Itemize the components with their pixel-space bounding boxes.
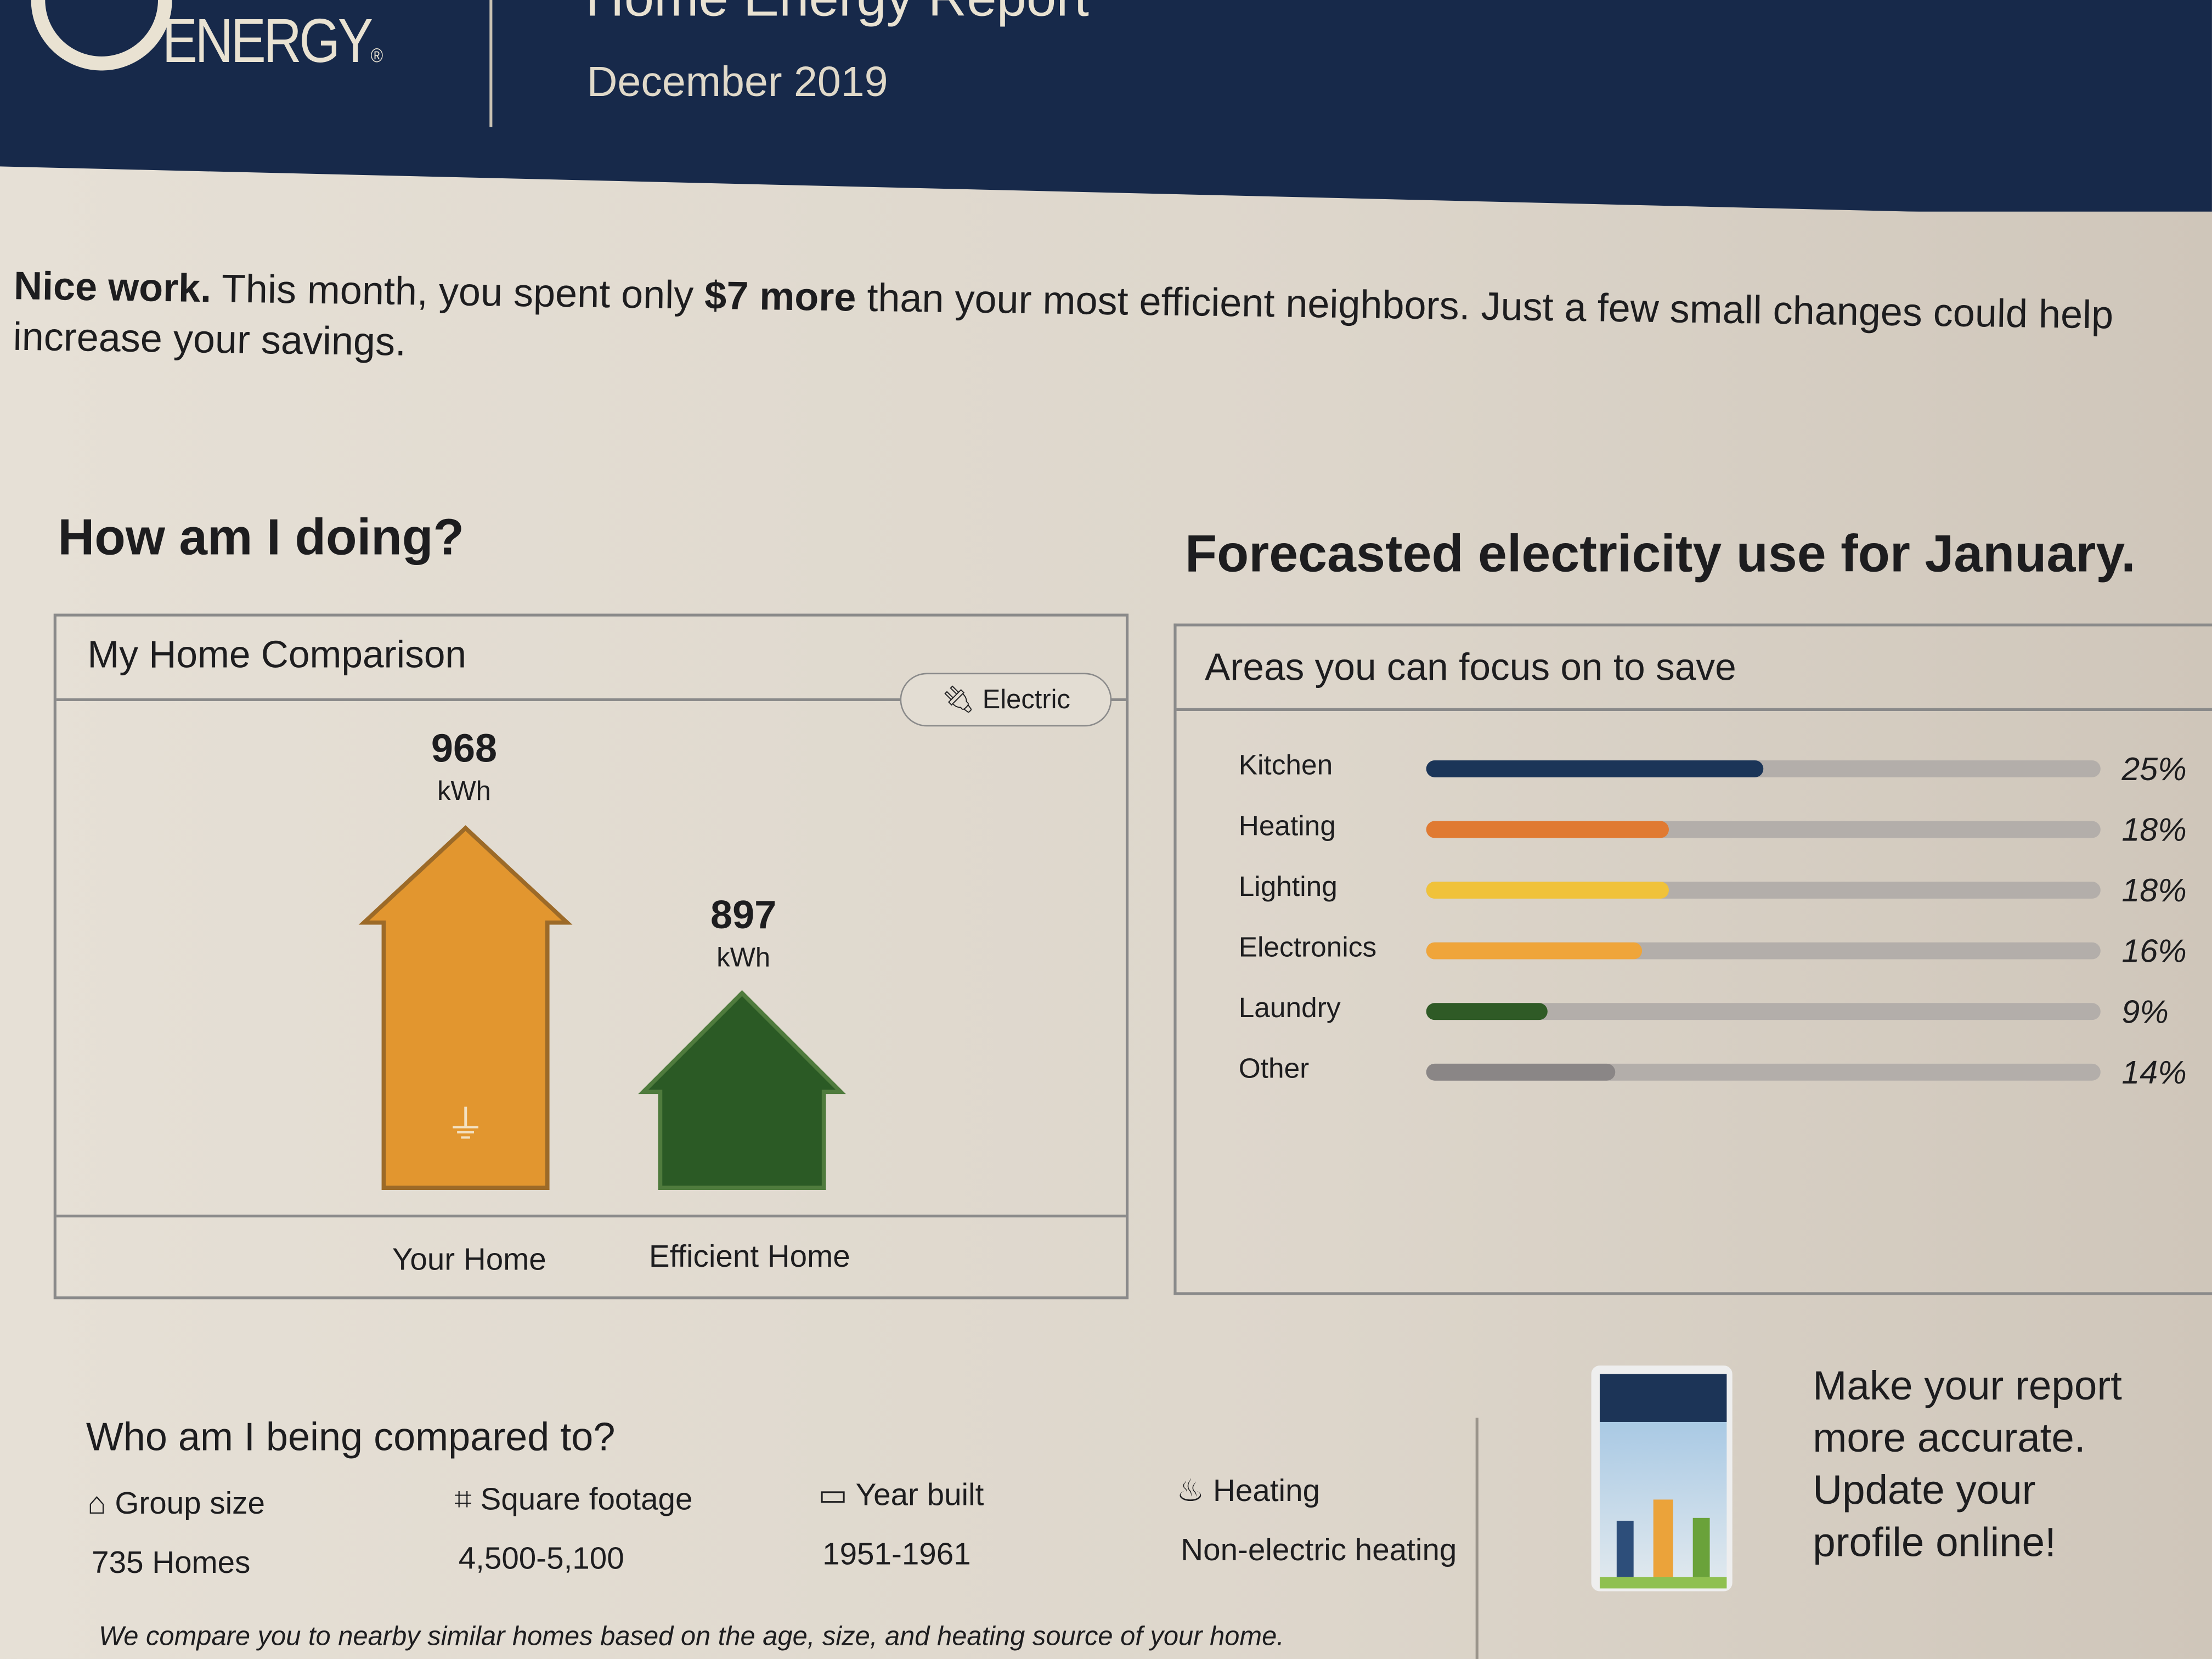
category-label: Electronics [1238,932,1377,964]
usage-bar-track [1426,1003,2101,1020]
usage-bar-track [1426,760,2101,777]
usage-bar-fill [1426,760,1764,777]
filter-label: Electric [982,685,1070,715]
heating-icon: ♨ [1176,1472,1205,1508]
criterion-value: 4,500-5,100 [458,1540,624,1576]
criterion-label: Group size [115,1485,265,1521]
electric-filter-button[interactable]: 🔌︎ Electric [900,673,1111,727]
your-home-unit: kWh [437,777,491,807]
your-home-label: Your Home [392,1241,546,1277]
category-label: Laundry [1238,993,1341,1024]
criterion-0: ⌂ Group size [87,1486,265,1522]
phone-illustration [1591,1365,1733,1592]
criterion-value: 1951-1961 [822,1536,971,1572]
logo-text: ENERGY® [162,7,383,76]
promo-link[interactable]: Make your report more accurate. Update y… [1813,1364,2122,1566]
divider [56,1214,1126,1218]
usage-bar-track [1426,942,2101,960]
efficient-home-unit: kWh [716,944,770,974]
criterion-3: ♨ Heating [1177,1473,1321,1510]
category-label: Other [1238,1053,1310,1085]
divider [1176,708,2212,711]
usage-bar-fill [1426,882,1669,899]
panel-title: Areas you can focus on to save [1204,646,1736,689]
home-comparison-panel: My Home Comparison 🔌︎ Electric 968 kWh ⏚… [53,613,1129,1300]
percent-label: 16% [2121,932,2187,969]
divider [56,698,1126,701]
criterion-value: 735 Homes [92,1544,251,1580]
header-divider [489,0,493,127]
criterion-1: ⌗ Square footage [454,1481,693,1518]
usage-bar-track [1426,882,2101,899]
criterion-label: Heating [1213,1472,1321,1508]
intro-text: This month, you spent only [211,266,705,318]
criterion-2: ▭ Year built [818,1477,984,1514]
percent-label: 18% [2121,811,2187,848]
report-title: Home Energy Report [585,0,1089,30]
percent-label: 9% [2121,993,2169,1030]
house-icon: ⌂ [87,1485,106,1521]
efficient-home-value: 897 [710,893,777,937]
square-footage-icon: ⌗ [454,1481,472,1517]
compared-heading: Who am I being compared to? [86,1415,616,1459]
usage-bar-fill [1426,1003,1548,1020]
comparison-note: We compare you to nearby similar homes b… [98,1622,1284,1652]
plug-icon: 🔌︎ [941,685,975,715]
percent-label: 18% [2121,872,2187,909]
intro-highlight: $7 more [704,273,856,319]
percent-label: 25% [2121,750,2187,787]
divider [1475,1418,1479,1659]
report-date: December 2019 [586,59,888,106]
panel-title: My Home Comparison [87,633,467,676]
your-home-value: 968 [431,726,498,770]
usage-bar-fill [1426,942,1642,960]
percent-label: 14% [2121,1053,2187,1091]
forecast-heading: Forecasted electricity use for January. [1184,524,2136,583]
efficient-home-bar [638,990,846,1190]
savings-areas-panel: Areas you can focus on to save Kitchen 2… [1173,623,2212,1295]
criterion-label: Year built [855,1477,984,1513]
criterion-value: Non-electric heating [1181,1532,1457,1567]
report-header: ENERGY® Home Energy Report December 2019 [0,0,2212,212]
usage-bar-track [1426,1063,2101,1081]
criterion-label: Square footage [480,1481,693,1517]
usage-bar-fill [1426,1063,1615,1081]
year-built-icon: ▭ [818,1477,848,1513]
usage-bar-track [1426,821,2101,838]
usage-bar-fill [1426,821,1669,838]
comparison-heading: How am I doing? [58,507,464,566]
your-home-bar: ⏚ [358,825,573,1190]
intro-lead: Nice work. [13,263,212,311]
intro-message: Nice work. This month, you spent only $7… [13,261,2130,392]
efficient-home-label: Efficient Home [648,1238,850,1274]
plug-icon: ⏚ [446,1103,486,1147]
category-label: Lighting [1238,872,1338,903]
category-label: Kitchen [1238,750,1333,782]
duke-energy-logo-icon [31,0,172,71]
category-label: Heating [1238,811,1336,843]
